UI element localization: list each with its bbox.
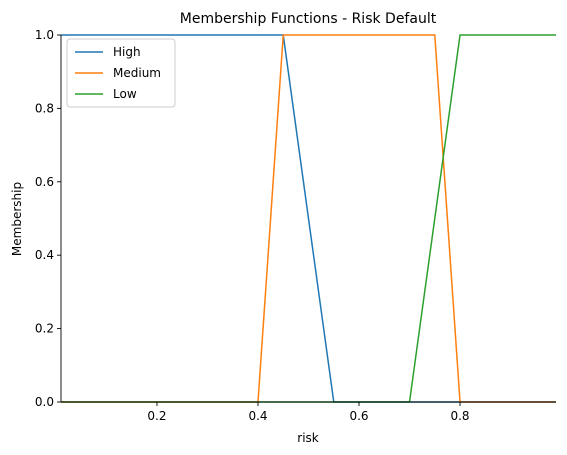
x-tick-label: 0.2	[147, 409, 166, 423]
legend: High Medium Low	[66, 38, 176, 108]
chart-title: Membership Functions - Risk Default	[180, 11, 437, 27]
y-axis-label: Membership	[10, 182, 24, 256]
y-tick-label: 0.6	[35, 175, 54, 189]
y-tick-label: 0.8	[35, 101, 54, 115]
legend-box	[66, 38, 176, 108]
legend-label-high: High	[113, 45, 141, 59]
y-tick-label: 0.2	[35, 322, 54, 336]
axes-layer: 0.2 0.4 0.6 0.8 0.0 0.2 0.4 0.6 0.8 1.0	[35, 28, 556, 423]
y-tick-label: 0.0	[35, 395, 54, 409]
y-tick-label: 1.0	[35, 28, 54, 42]
legend-label-medium: Medium	[113, 66, 161, 80]
x-axis-label: risk	[297, 431, 319, 445]
legend-label-low: Low	[113, 87, 137, 101]
y-tick-label: 0.4	[35, 248, 54, 262]
x-tick-label: 0.8	[450, 409, 469, 423]
x-tick-label: 0.6	[349, 409, 368, 423]
x-tick-label: 0.4	[248, 409, 267, 423]
